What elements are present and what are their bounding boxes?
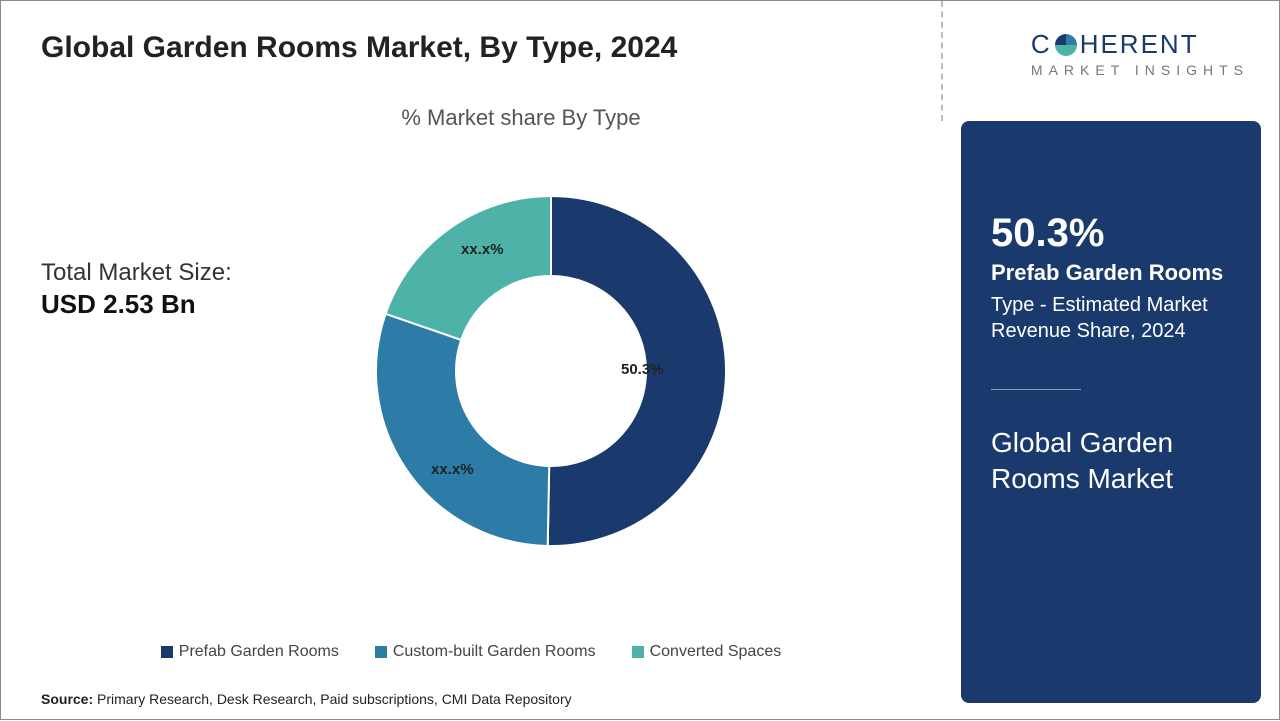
donut-chart: 50.3% xx.x% xx.x% — [351, 171, 751, 571]
legend-label: Converted Spaces — [650, 643, 782, 660]
logo-globe-icon — [1053, 32, 1079, 58]
legend-marker — [375, 646, 387, 658]
page-title: Global Garden Rooms Market, By Type, 202… — [41, 31, 921, 65]
brand-logo: C HERENT MARKET INSIGHTS — [1031, 29, 1249, 78]
slice-label: xx.x% — [461, 241, 504, 258]
logo-subtitle: MARKET INSIGHTS — [1031, 62, 1249, 78]
market-size-block: Total Market Size: USD 2.53 Bn — [41, 259, 232, 320]
slice-label: xx.x% — [431, 461, 474, 478]
legend-marker — [632, 646, 644, 658]
source-text: Primary Research, Desk Research, Paid su… — [97, 691, 572, 707]
vertical-divider — [941, 1, 943, 121]
donut-slice — [386, 196, 551, 340]
source-prefix: Source: — [41, 691, 93, 707]
legend-label: Prefab Garden Rooms — [179, 643, 339, 660]
logo-rest: HERENT — [1080, 29, 1199, 60]
logo-main-text: C HERENT — [1031, 29, 1249, 60]
main-content: Global Garden Rooms Market, By Type, 202… — [1, 1, 941, 721]
logo-letter-c: C — [1031, 29, 1052, 60]
legend-item: Converted Spaces — [632, 643, 782, 661]
legend-marker — [161, 646, 173, 658]
highlight-segment: Prefab Garden Rooms — [991, 260, 1231, 286]
highlight-panel: 50.3% Prefab Garden Rooms Type - Estimat… — [961, 121, 1261, 703]
source-citation: Source: Primary Research, Desk Research,… — [41, 691, 572, 707]
highlight-divider — [991, 389, 1081, 390]
highlight-percentage: 50.3% — [991, 211, 1231, 256]
market-size-label: Total Market Size: — [41, 259, 232, 287]
market-size-value: USD 2.53 Bn — [41, 289, 232, 320]
legend-label: Custom-built Garden Rooms — [393, 643, 596, 660]
slice-label: 50.3% — [621, 361, 664, 378]
highlight-description: Type - Estimated Market Revenue Share, 2… — [991, 292, 1231, 344]
donut-slice — [376, 314, 549, 546]
chart-legend: Prefab Garden Rooms Custom-built Garden R… — [1, 643, 941, 661]
chart-subtitle: % Market share By Type — [121, 105, 921, 131]
highlight-market-name: Global Garden Rooms Market — [991, 425, 1231, 498]
legend-item: Prefab Garden Rooms — [161, 643, 339, 661]
legend-item: Custom-built Garden Rooms — [375, 643, 596, 661]
